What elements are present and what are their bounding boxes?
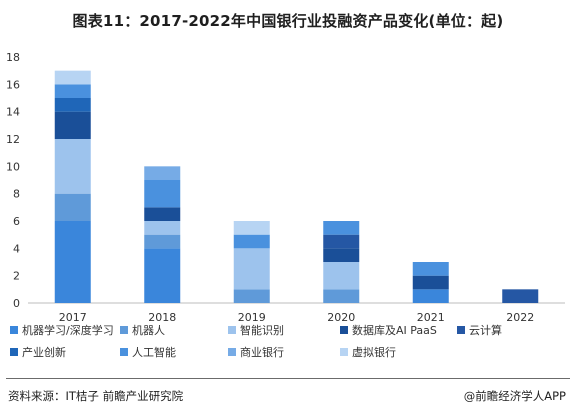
legend-item: 智能识别 <box>228 322 284 338</box>
x-tick-label: 2018 <box>148 311 176 324</box>
y-tick-label: 18 <box>6 51 20 64</box>
legend-label: 商业银行 <box>240 346 284 359</box>
bar-segment <box>54 84 91 98</box>
legend-item: 云计算 <box>457 322 502 338</box>
x-tick-label: 2017 <box>59 311 87 324</box>
bar-segment <box>54 70 91 85</box>
bar-segment <box>233 289 270 303</box>
y-tick-label: 14 <box>6 106 20 119</box>
y-tick-label: 6 <box>13 215 20 228</box>
bar-segment <box>54 193 91 221</box>
x-axis: 2017 2018 2019 2020 2021 2022 <box>59 311 535 324</box>
bar-segment <box>144 234 181 249</box>
legend-label: 虚拟银行 <box>352 346 396 359</box>
bar-segment <box>144 180 181 208</box>
chart-title: 图表11：2017-2022年中国银行业投融资产品变化(单位：起) <box>72 12 504 30</box>
legend-label: 数据库及AI PaaS <box>352 324 437 337</box>
legend-swatch <box>10 326 18 334</box>
bar-segment <box>144 221 181 235</box>
legend-item: 机器学习/深度学习 <box>10 322 114 338</box>
legend-swatch <box>120 348 128 356</box>
x-tick-label: 2020 <box>327 311 355 324</box>
legend-item: 产业创新 <box>10 344 66 360</box>
legend-item: 虚拟银行 <box>340 344 396 360</box>
y-tick-label: 8 <box>13 188 20 201</box>
bar-segment <box>412 275 449 290</box>
legend-label: 产业创新 <box>22 346 66 359</box>
legend-label: 机器人 <box>132 324 165 337</box>
bar-segment <box>233 234 270 249</box>
bar-segment <box>233 248 270 290</box>
bar-segment <box>502 289 539 303</box>
footer-divider <box>6 378 570 379</box>
y-tick-label: 12 <box>6 133 20 146</box>
bar-segment <box>323 289 360 303</box>
legend-swatch <box>340 348 348 356</box>
x-tick-label: 2021 <box>417 311 445 324</box>
legend-swatch <box>120 326 128 334</box>
legend-swatch <box>228 326 236 334</box>
bar-segment <box>323 234 360 249</box>
legend-swatch <box>340 326 348 334</box>
legend-swatch <box>228 348 236 356</box>
legend-item: 机器人 <box>120 322 165 338</box>
bars <box>54 70 539 303</box>
x-tick-label: 2022 <box>506 311 534 324</box>
legend-swatch <box>10 348 18 356</box>
bar-segment <box>54 221 91 303</box>
bar-segment <box>54 111 91 139</box>
legend-item: 人工智能 <box>120 344 176 360</box>
y-tick-label: 0 <box>13 297 20 310</box>
legend-label: 智能识别 <box>240 324 284 337</box>
legend-label: 人工智能 <box>132 346 176 359</box>
y-tick-label: 10 <box>6 160 20 173</box>
bar-segment <box>144 248 181 303</box>
bar-segment <box>233 221 270 235</box>
x-tick-label: 2019 <box>238 311 266 324</box>
legend-label: 机器学习/深度学习 <box>22 324 114 337</box>
bar-segment <box>54 139 91 194</box>
bar-segment <box>54 98 91 112</box>
y-tick-label: 4 <box>13 242 20 255</box>
legend-item: 商业银行 <box>228 344 284 360</box>
bar-segment <box>412 289 449 303</box>
bar-segment <box>323 248 360 262</box>
bar-segment <box>144 207 181 221</box>
brand-credit: @前瞻经济学人APP <box>463 389 566 403</box>
y-axis: 0 2 4 6 8 10 12 14 16 18 <box>6 51 20 310</box>
legend-swatch <box>457 326 465 334</box>
legend-item: 数据库及AI PaaS <box>340 322 437 338</box>
bar-segment <box>144 166 181 180</box>
bar-segment <box>412 262 449 276</box>
y-tick-label: 16 <box>6 78 20 91</box>
stacked-bar-chart: 0 2 4 6 8 10 12 14 16 18 2017 2018 2019 2020 2021 2022 <box>6 51 565 324</box>
legend-label: 云计算 <box>469 324 502 337</box>
y-tick-label: 2 <box>13 270 20 283</box>
bar-segment <box>323 221 360 235</box>
bar-segment <box>323 262 360 290</box>
source-note: 资料来源：IT桔子 前瞻产业研究院 <box>8 389 184 403</box>
